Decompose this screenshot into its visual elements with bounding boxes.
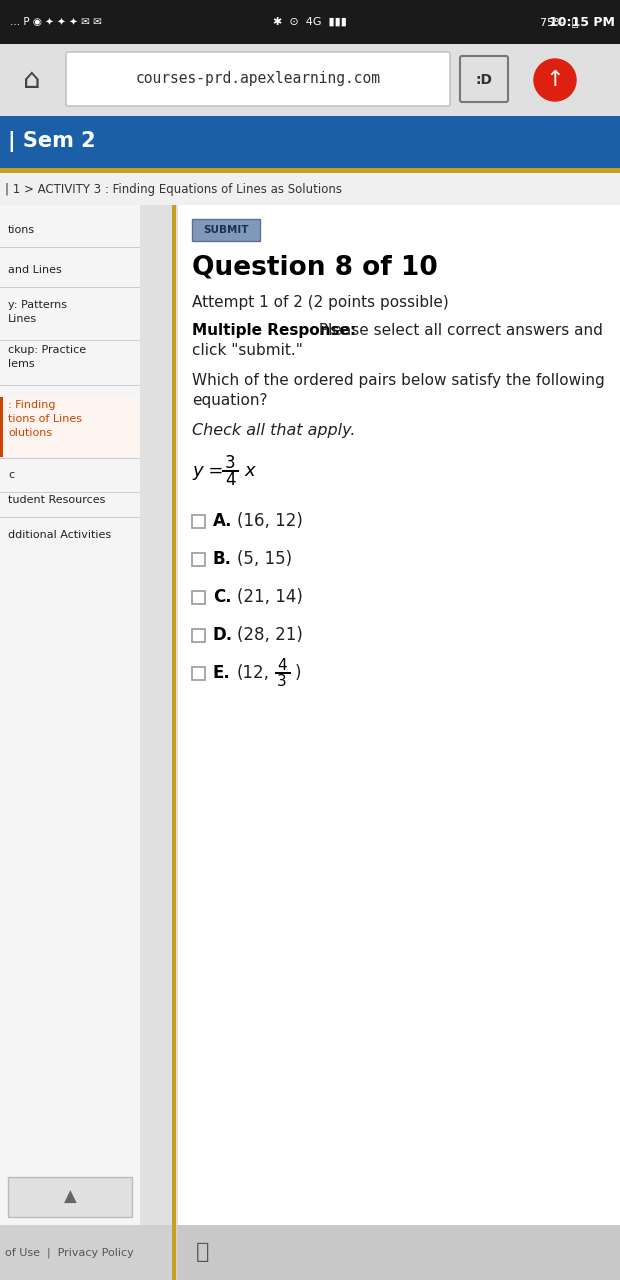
Text: 3: 3 (224, 454, 236, 472)
Bar (0, 397, 140, 457)
Text: tudent Resources: tudent Resources (8, 495, 105, 506)
Bar (178, 1225, 620, 1280)
Text: 75%  🔋: 75% 🔋 (540, 17, 578, 27)
Text: 🖨: 🖨 (197, 1243, 210, 1262)
Text: ↑: ↑ (546, 70, 564, 90)
Text: Attempt 1 of 2 (2 points possible): Attempt 1 of 2 (2 points possible) (192, 294, 449, 310)
Text: : Finding
tions of Lines
olutions: : Finding tions of Lines olutions (8, 399, 82, 438)
Bar (192, 219, 260, 241)
Bar (178, 205, 620, 1225)
Text: Which of the ordered pairs below satisfy the following: Which of the ordered pairs below satisfy… (192, 372, 604, 388)
Text: 4: 4 (224, 471, 235, 489)
Text: tions: tions (8, 225, 35, 236)
Bar (0, 173, 620, 205)
Text: (21, 14): (21, 14) (237, 588, 303, 605)
Text: (12,: (12, (237, 664, 270, 682)
Bar (0, 397, 3, 457)
Text: (28, 21): (28, 21) (237, 626, 303, 644)
Text: | 1 > ACTIVITY 3 : Finding Equations of Lines as Solutions: | 1 > ACTIVITY 3 : Finding Equations of … (5, 183, 342, 196)
Text: x: x (244, 462, 255, 480)
Text: Please select all correct answers and: Please select all correct answers and (314, 323, 603, 338)
Text: B.: B. (213, 550, 232, 568)
Bar (192, 628, 205, 641)
Text: 4: 4 (277, 658, 287, 673)
Bar (192, 667, 205, 680)
Bar (0, 1225, 620, 1280)
Text: | Sem 2: | Sem 2 (8, 132, 95, 152)
Text: Question 8 of 10: Question 8 of 10 (192, 255, 438, 282)
Text: Multiple Response:: Multiple Response: (192, 323, 356, 338)
Text: 3: 3 (277, 673, 287, 689)
Bar (222, 470, 239, 472)
Bar (8, 1178, 132, 1217)
Text: SUBMIT: SUBMIT (203, 225, 249, 236)
Text: y =: y = (192, 462, 229, 480)
Bar (172, 205, 176, 1280)
FancyBboxPatch shape (460, 56, 508, 102)
Text: :D: :D (476, 73, 492, 87)
Text: dditional Activities: dditional Activities (8, 530, 111, 540)
Text: c: c (8, 470, 14, 480)
Text: A.: A. (213, 512, 232, 530)
Circle shape (534, 59, 576, 101)
Text: y: Patterns
Lines: y: Patterns Lines (8, 300, 67, 324)
Bar (0, 0, 620, 44)
Bar (275, 672, 291, 673)
Text: ⌂: ⌂ (23, 67, 41, 93)
FancyBboxPatch shape (66, 52, 450, 106)
Bar (0, 168, 620, 173)
Bar (0, 44, 620, 116)
Text: D.: D. (213, 626, 233, 644)
Text: courses-prd.apexlearning.com: courses-prd.apexlearning.com (136, 72, 381, 87)
Text: ▲: ▲ (64, 1188, 76, 1206)
Text: E.: E. (213, 664, 231, 682)
Text: (5, 15): (5, 15) (237, 550, 292, 568)
Text: ... P ◉ ✦ ✦ ✦ ✉ ✉: ... P ◉ ✦ ✦ ✦ ✉ ✉ (10, 17, 102, 27)
Text: ✱  ⊙  4G  ▮▮▮: ✱ ⊙ 4G ▮▮▮ (273, 17, 347, 27)
Text: ): ) (295, 664, 301, 682)
Bar (0, 205, 140, 1280)
Bar (192, 590, 205, 603)
Bar (0, 116, 620, 168)
Text: equation?: equation? (192, 393, 267, 408)
Text: of Use  |  Privacy Policy: of Use | Privacy Policy (5, 1247, 134, 1258)
Text: 10:15 PM: 10:15 PM (549, 15, 615, 28)
Text: (16, 12): (16, 12) (237, 512, 303, 530)
Text: click "submit.": click "submit." (192, 343, 303, 358)
Bar (192, 515, 205, 527)
Bar (192, 553, 205, 566)
Text: ckup: Practice
lems: ckup: Practice lems (8, 346, 86, 369)
Text: and Lines: and Lines (8, 265, 62, 275)
Text: C.: C. (213, 588, 232, 605)
Text: Check all that apply.: Check all that apply. (192, 422, 355, 438)
